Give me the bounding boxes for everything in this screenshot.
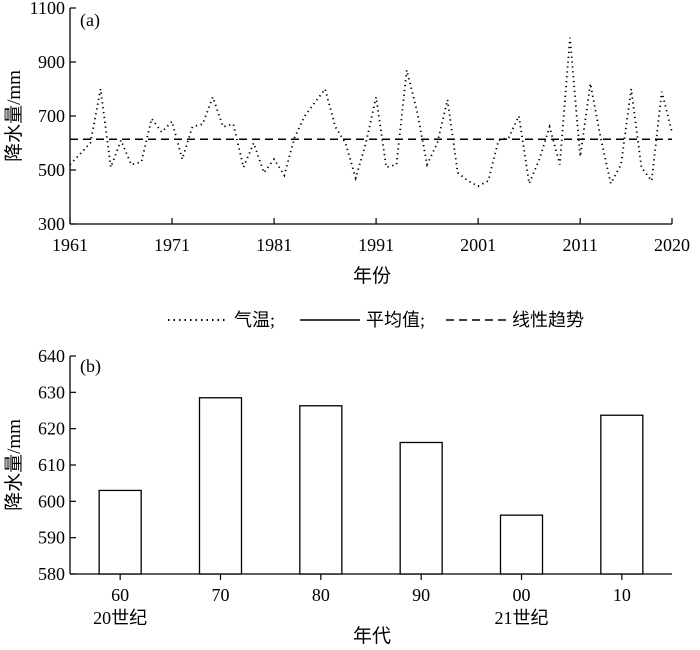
x-tick-label-1961: 1961 — [52, 235, 88, 255]
bar-10 — [600, 414, 644, 575]
bar-00 — [499, 514, 544, 575]
panel-b-label: (b) — [80, 356, 101, 377]
y-tick-label-1100: 1100 — [30, 0, 65, 18]
legend-label-trend: 线性趋势 — [512, 310, 584, 330]
x-tick-label-00: 00 — [513, 585, 531, 605]
bar-60 — [98, 489, 142, 575]
x-tick-label-1981: 1981 — [256, 235, 292, 255]
y-tick-label-630: 630 — [38, 382, 65, 402]
y-tick-label-580: 580 — [38, 564, 65, 584]
y-tick-label-620: 620 — [38, 419, 65, 439]
y-tick-label-700: 700 — [38, 106, 65, 126]
panel-b-y-ticks: 580 590 600 610 620 630 640 — [38, 346, 76, 584]
x-tick-label-70: 70 — [212, 585, 230, 605]
x-tick-label-60: 60 — [111, 585, 129, 605]
bar-70 — [198, 397, 243, 575]
panel-a-label: (a) — [80, 10, 100, 31]
panel-b-y-axis-title: 降水量/mm — [3, 419, 25, 511]
y-tick-label-610: 610 — [38, 455, 65, 475]
x-tick-label-1991: 1991 — [358, 235, 394, 255]
panel-a-y-ticks: 300 500 700 900 1100 — [30, 0, 76, 234]
panel-b-bars — [98, 397, 644, 575]
bar-80 — [299, 405, 343, 575]
panel-b-x-ticks: 60 20世纪 70 80 90 00 21世纪 10 — [93, 574, 631, 628]
panel-a-line-chart: (a) 300 500 700 900 1100 1961 1971 1981 1991 200… — [3, 0, 690, 287]
x-tick-label-80: 80 — [312, 585, 330, 605]
x-tick-label-2001: 2001 — [460, 235, 496, 255]
panel-b-bar-chart: (b) 580 590 600 610 620 630 640 60 20世纪 70 80 90 00… — [3, 346, 672, 647]
y-tick-label-500: 500 — [38, 160, 65, 180]
y-tick-label-600: 600 — [38, 491, 65, 511]
panel-b-x-axis-title: 年代 — [353, 625, 391, 647]
y-tick-label-640: 640 — [38, 346, 65, 366]
panel-a-series — [69, 37, 673, 188]
x-tick-label-2011: 2011 — [562, 235, 597, 255]
x-tick-label-1971: 1971 — [154, 235, 190, 255]
x-tick-label-2020: 2020 — [654, 235, 690, 255]
series-line-dotted-0 — [69, 37, 673, 188]
bar-90 — [399, 441, 443, 575]
y-tick-label-900: 900 — [38, 52, 65, 72]
panel-a-x-axis-title: 年份 — [353, 265, 391, 287]
legend-label-mean: 平均值; — [366, 310, 425, 330]
century-label-00: 21世纪 — [495, 608, 549, 628]
x-tick-label-10: 10 — [613, 585, 631, 605]
panel-a-y-axis-title: 降水量/mm — [3, 70, 25, 162]
panel-a-x-ticks: 1961 1971 1981 1991 2001 2011 2020 — [52, 218, 690, 255]
y-tick-label-590: 590 — [38, 528, 65, 548]
legend-label-temperature: 气温; — [234, 310, 275, 330]
x-tick-label-90: 90 — [412, 585, 430, 605]
legend: 气温; 平均值; 线性趋势 — [168, 310, 584, 330]
y-tick-label-300: 300 — [38, 214, 65, 234]
century-label-60: 20世纪 — [93, 608, 147, 628]
